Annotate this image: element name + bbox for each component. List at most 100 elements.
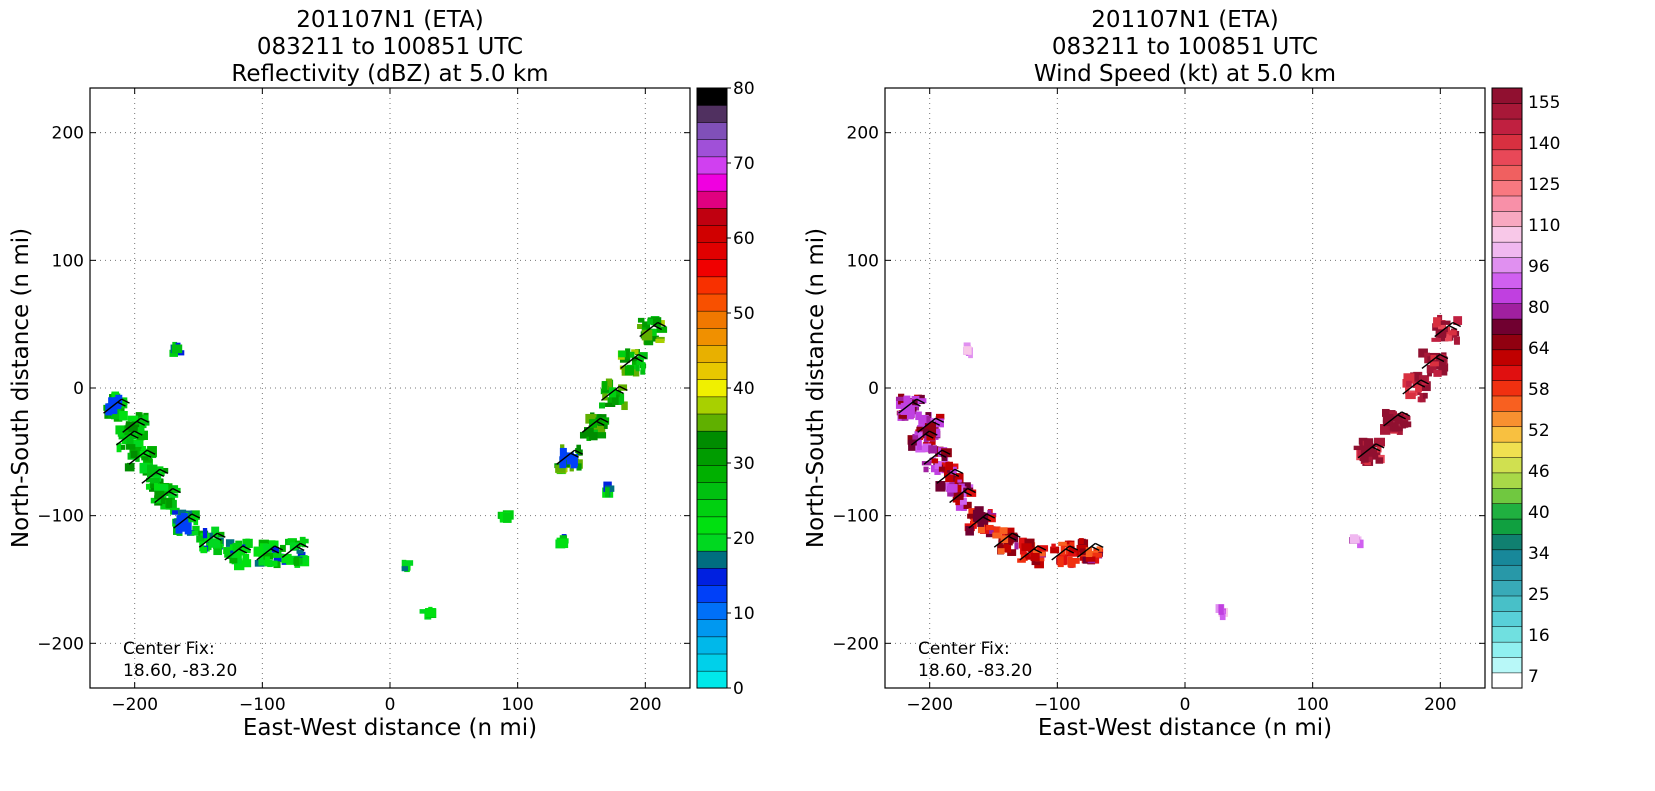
data-cell (196, 535, 205, 543)
data-cell (655, 338, 665, 344)
colorbar-swatch (1491, 241, 1523, 258)
data-cell (1394, 414, 1404, 424)
data-cell (401, 566, 408, 572)
data-cell (952, 463, 959, 470)
colorbar-swatch (696, 156, 728, 175)
data-cell (1440, 320, 1451, 325)
data-cell (1007, 549, 1017, 556)
colorbar-tick-label: 155 (1528, 93, 1560, 113)
data-cell (1018, 537, 1027, 549)
data-cell (918, 432, 923, 438)
data-cell (912, 433, 921, 445)
grid (885, 88, 1485, 688)
data-cell (930, 465, 936, 473)
colorbar-swatch (1491, 272, 1523, 289)
colorbar-tick-label: 46 (1528, 462, 1550, 482)
data-cell (242, 553, 250, 563)
data-cell (272, 552, 282, 558)
y-tick-label: −200 (37, 634, 84, 654)
colorbar: 0 10 20 30 40 50 60 70 80 (696, 79, 755, 699)
y-tick-label: −200 (832, 634, 879, 654)
data-cell (1435, 329, 1447, 338)
data-cell (117, 397, 128, 409)
data-cell (1430, 354, 1437, 361)
data-cell (171, 344, 183, 354)
wind-barb (581, 417, 609, 433)
data-cell (631, 358, 640, 369)
colorbar-swatch (1491, 303, 1523, 320)
chart-panel-1: 201107N1 (ETA)083211 to 100851 UTCReflec… (8, 7, 755, 741)
colorbar-swatch (696, 567, 728, 586)
colorbar-tick-label: 50 (733, 304, 755, 324)
chart-title-line: 201107N1 (ETA) (1091, 7, 1278, 33)
data-cell (997, 548, 1005, 555)
colorbar-swatch (1491, 380, 1523, 397)
colorbar-swatch (1491, 180, 1523, 197)
data-cell (963, 346, 972, 355)
data-cell (107, 412, 112, 419)
data-cell (131, 417, 138, 426)
data-cell (271, 546, 280, 553)
data-cell (924, 423, 933, 429)
wind-barb (1051, 545, 1079, 561)
data-cell (618, 350, 626, 358)
wind-barb (281, 542, 309, 558)
y-tick-label: 100 (52, 251, 84, 271)
data-cell (1032, 549, 1043, 555)
data-cell (1367, 443, 1375, 456)
data-cell (1219, 610, 1226, 621)
data-cell (926, 417, 936, 423)
data-cell (647, 318, 656, 325)
data-cell (209, 538, 221, 548)
colorbar-swatch (696, 636, 728, 655)
data-cell (1438, 322, 1446, 331)
data-cell (153, 471, 162, 482)
data-cell (576, 463, 582, 471)
data-cell (192, 525, 200, 532)
data-cell (128, 421, 140, 432)
data-cell (898, 414, 908, 419)
colorbar-swatch (1491, 195, 1523, 212)
data-cell (559, 456, 567, 469)
wind-barb (115, 430, 143, 446)
data-cell (936, 428, 941, 438)
colorbar-swatch (696, 379, 728, 398)
colorbar-swatch (1491, 580, 1523, 597)
data-cell (169, 349, 178, 357)
data-cell (914, 405, 920, 411)
colorbar-swatch (1491, 426, 1523, 443)
data-cell (154, 483, 159, 490)
feature-western-cluster (103, 391, 181, 511)
colorbar-swatch (696, 464, 728, 483)
data-cell (150, 483, 157, 489)
data-cell (632, 369, 640, 377)
data-cell (977, 514, 985, 527)
data-cell (280, 544, 286, 552)
data-cell (945, 461, 953, 471)
data-cell (175, 521, 183, 534)
data-cell (156, 466, 164, 472)
x-tick-label: 200 (1424, 695, 1456, 715)
y-tick-label: 100 (847, 251, 879, 271)
x-tick-label: 200 (629, 695, 661, 715)
data-cell (184, 522, 192, 535)
x-tick-label: 0 (385, 695, 396, 715)
data-cell (137, 430, 148, 441)
colorbar-swatch (1491, 87, 1523, 104)
data-cell (631, 349, 639, 355)
data-cell (629, 351, 635, 358)
data-cell (992, 532, 1002, 539)
data-cell (636, 358, 644, 366)
data-cell (557, 538, 569, 549)
data-cell (595, 432, 607, 439)
wind-barb (1402, 379, 1430, 395)
data-cell (935, 413, 945, 420)
colorbar-swatch (696, 173, 728, 192)
data-cell (1096, 546, 1103, 552)
colorbar-swatch (1491, 133, 1523, 151)
colorbar-tick-label: 40 (1528, 503, 1550, 523)
data-cell (1431, 337, 1442, 342)
feature-western-rain-band (170, 507, 310, 571)
data-cell (226, 554, 234, 560)
